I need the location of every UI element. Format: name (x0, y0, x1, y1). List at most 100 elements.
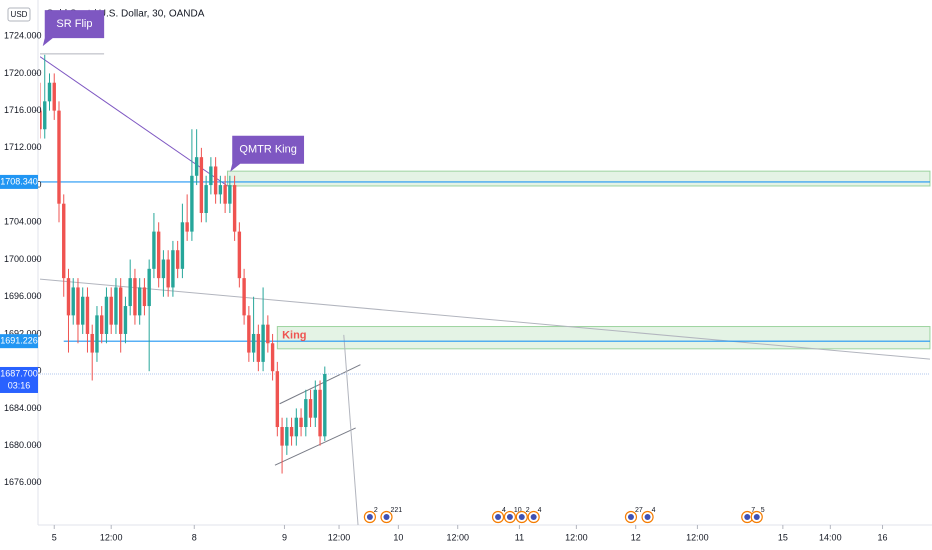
candle-body (104, 296, 109, 334)
callout (42, 10, 105, 47)
candle-body (180, 222, 185, 269)
candle-body (242, 278, 246, 316)
event-count: 4 (652, 507, 656, 514)
candle-body (62, 203, 66, 279)
candle-body (209, 166, 213, 186)
x-tick-label: 5 (52, 532, 57, 542)
callout-text: QMTR King (239, 144, 296, 156)
currency: USD (11, 10, 28, 19)
chart-title: Gold Spot / U.S. Dollar, 30, OANDA (46, 9, 205, 20)
candle-body (275, 371, 280, 428)
last-price-label: 1687.700 (0, 368, 38, 378)
candle-body (109, 296, 113, 325)
level-label: 1691.226 (0, 336, 38, 346)
y-tick-label: 1700.000 (4, 254, 42, 264)
event-count: 4 (538, 507, 542, 514)
candle-body (237, 231, 242, 279)
candle-body (128, 278, 132, 307)
candle-body (232, 185, 237, 232)
candle-body (147, 268, 151, 307)
y-tick-label: 1724.000 (4, 31, 42, 41)
event-count: 27 (635, 507, 643, 514)
y-tick-label: 1692.000 (4, 328, 42, 338)
candle-body (289, 427, 294, 437)
candle-body (304, 399, 308, 428)
event-flag (644, 514, 651, 520)
candle-body (175, 250, 180, 269)
candle-body (171, 250, 175, 288)
x-tick-label: 12 (631, 532, 641, 542)
trendline (343, 334, 359, 525)
candle-body (47, 82, 52, 102)
candle-body (71, 287, 75, 316)
candle-body (142, 287, 147, 307)
candle-body (133, 278, 137, 316)
candle-body (114, 287, 118, 325)
zone (276, 326, 931, 350)
x-tick-label: 10 (393, 532, 403, 542)
event-count: 2 (374, 507, 378, 514)
currency-box (7, 7, 31, 22)
candle-body (199, 157, 204, 213)
candle-body (85, 296, 90, 334)
event-flag (753, 514, 760, 520)
candle-body (294, 417, 299, 437)
last-price-box (0, 366, 38, 393)
candle-body (318, 389, 322, 437)
candle-body (66, 278, 71, 316)
candle-body (156, 231, 161, 279)
event-count: 7 (751, 507, 755, 514)
plot-area (40, 53, 931, 525)
candle-body (213, 166, 218, 195)
level-label: 1708.340 (0, 176, 38, 186)
candle-body (280, 427, 284, 446)
callout (230, 135, 305, 172)
event-flag (495, 514, 502, 520)
event-count: 10 (514, 507, 522, 514)
event-count: 5 (761, 507, 765, 514)
event-flag (627, 514, 634, 520)
event-flag (383, 514, 390, 520)
x-tick-label: 11 (515, 532, 524, 542)
event-flag (744, 514, 751, 520)
x-tick-label: 12:00 (100, 532, 123, 542)
candle-body (256, 333, 261, 362)
candle-body (251, 333, 256, 353)
candle-body (52, 82, 56, 111)
candle-body (123, 306, 128, 334)
y-tick-label: 1684.000 (4, 403, 42, 413)
x-tick-label: 12:00 (565, 532, 588, 542)
event-count: 2 (526, 507, 530, 514)
y-tick-label: 1716.000 (4, 105, 42, 115)
x-tick-label: 8 (192, 532, 197, 542)
candle-body (152, 231, 156, 269)
trendline (40, 278, 931, 360)
level-label-box (0, 334, 38, 349)
candle-body (81, 296, 85, 325)
candle-body (313, 389, 318, 418)
candle-body (194, 157, 199, 176)
level-label-box (0, 174, 38, 189)
event-count: 221 (391, 507, 403, 514)
event-flag (518, 514, 525, 520)
candle-body (228, 185, 232, 204)
event-flag (366, 514, 373, 520)
candle-body (270, 343, 275, 372)
y-tick-label: 1676.000 (4, 477, 42, 487)
king-label: King (282, 330, 306, 342)
y-tick-label: 1696.000 (4, 291, 42, 301)
x-tick-label: 12:00 (686, 532, 709, 542)
candle-body (218, 185, 223, 195)
candle-body (95, 315, 99, 353)
countdown: 03:16 (8, 380, 31, 390)
candle-body (204, 185, 208, 213)
candle-body (76, 287, 80, 325)
x-tick-label: 15 (778, 532, 788, 542)
candle-body (285, 427, 289, 446)
candle-body (166, 259, 170, 288)
candle-body (43, 101, 47, 130)
candle-body (185, 222, 189, 232)
x-tick-label: 12:00 (328, 532, 351, 542)
